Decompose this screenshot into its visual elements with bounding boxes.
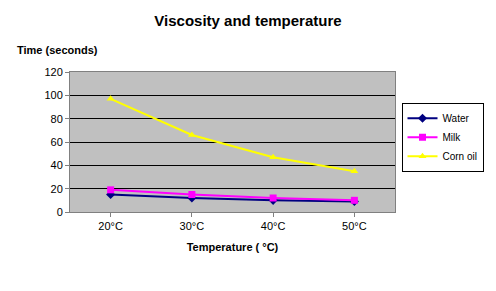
svg-text:60: 60 — [51, 136, 63, 148]
svg-text:Milk: Milk — [443, 132, 462, 143]
svg-text:30°C: 30°C — [180, 220, 205, 232]
svg-text:40: 40 — [51, 159, 63, 171]
svg-text:Temperature ( °C): Temperature ( °C) — [187, 241, 279, 253]
svg-text:80: 80 — [51, 113, 63, 125]
svg-text:50°C: 50°C — [342, 220, 367, 232]
svg-text:100: 100 — [44, 89, 62, 101]
svg-text:20: 20 — [51, 183, 63, 195]
svg-text:20°C: 20°C — [98, 220, 123, 232]
svg-text:120: 120 — [44, 66, 62, 78]
svg-text:40°C: 40°C — [261, 220, 286, 232]
svg-text:Viscosity and temperature: Viscosity and temperature — [154, 12, 341, 29]
svg-text:0: 0 — [57, 206, 63, 218]
svg-text:Water: Water — [443, 113, 470, 124]
svg-text:Time (seconds): Time (seconds) — [17, 44, 98, 56]
svg-text:Corn oil: Corn oil — [443, 151, 477, 162]
